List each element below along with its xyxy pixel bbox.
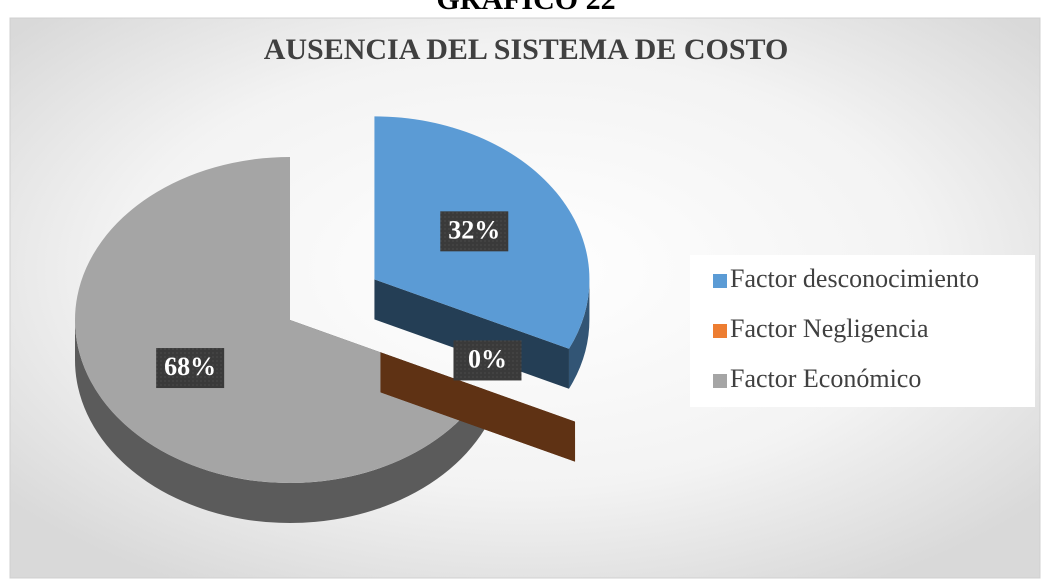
legend-swatch	[713, 274, 727, 288]
slice-wall	[75, 320, 485, 523]
data-label: 32%	[448, 215, 500, 244]
data-label: 0%	[468, 344, 507, 373]
slice-top	[74, 157, 485, 483]
slice-side	[380, 352, 576, 462]
legend-label: Factor Económico	[730, 364, 921, 393]
data-label-box	[156, 348, 225, 389]
legend	[690, 255, 1035, 407]
pie	[74, 116, 590, 523]
data-label-box	[453, 340, 522, 381]
caption: GRÁFICO 22	[436, 0, 615, 16]
data-label-box	[440, 211, 509, 252]
data-label: 68%	[164, 352, 216, 381]
slice	[380, 352, 576, 462]
legend-label: Factor desconocimiento	[730, 264, 979, 293]
slice-wall	[568, 279, 590, 389]
legend-swatch	[713, 324, 727, 338]
legend-swatch	[713, 374, 727, 388]
legend-label: Factor Negligencia	[730, 314, 929, 343]
chart-title: AUSENCIA DEL SISTEMA DE COSTO	[264, 33, 789, 66]
